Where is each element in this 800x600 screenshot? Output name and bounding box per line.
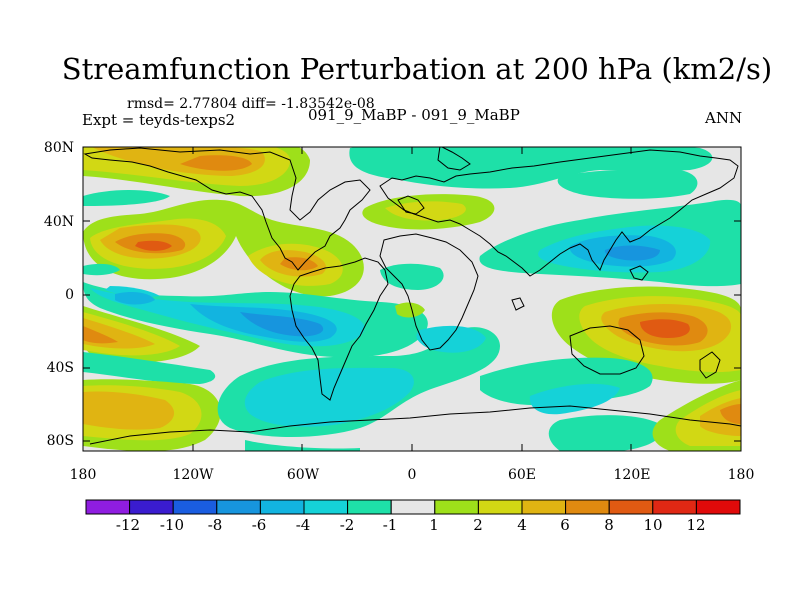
lon-label-60e: 60E — [507, 467, 537, 483]
colorbar-box-7 — [347, 499, 392, 515]
stats-line: rmsd= 2.77804 diff= -1.83542e-08 — [127, 96, 375, 112]
anomaly-south-atlantic-low — [217, 325, 500, 451]
colorbar-label-9: 2 — [473, 516, 483, 534]
colorbar-box-5 — [259, 499, 305, 515]
anomaly-southwest-pacific-high — [652, 380, 741, 451]
lat-label-eq: 0 — [65, 287, 74, 303]
experiment-label: Expt = teyds-texps2 — [82, 111, 236, 129]
colorbar-label-10: 4 — [517, 516, 527, 534]
colorbar-label-3: -8 — [207, 516, 223, 534]
season-label: ANN — [705, 109, 743, 127]
colorbar-label-6: -2 — [339, 516, 355, 534]
colorbar-box-14 — [652, 499, 697, 515]
lon-label-120w: 120W — [172, 467, 214, 483]
colorbar-box-9 — [434, 499, 479, 515]
lon-label-180e: 180 — [727, 467, 755, 483]
colorbar-box-10 — [477, 499, 523, 515]
colorbar-label-13: 10 — [643, 516, 663, 534]
colorbar-label-4: -6 — [251, 516, 267, 534]
colorbar-label-8: 1 — [429, 516, 439, 534]
colorbar-label-7: -1 — [382, 516, 398, 534]
colorbar-label-2: -10 — [159, 516, 185, 534]
colorbar-label-5: -4 — [295, 516, 311, 534]
colorbar-box-2 — [129, 499, 174, 515]
colorbar-box-13 — [608, 499, 654, 515]
lat-label-80n: 80N — [43, 140, 74, 156]
lon-ticks — [192, 147, 632, 451]
colorbar-label-14: 12 — [686, 516, 706, 534]
anomaly-asia-low — [479, 169, 741, 287]
colorbar-label-11: 6 — [560, 516, 570, 534]
colorbar-box-11 — [521, 499, 567, 515]
colorbar-box-4 — [216, 499, 261, 515]
plot-title: Streamfunction Perturbation at 200 hPa (… — [61, 52, 773, 86]
anomaly-tropical-low-spot — [115, 292, 155, 305]
colorbar-box-12 — [565, 499, 610, 515]
anomaly-north-america — [83, 199, 364, 297]
contour-field — [83, 147, 741, 451]
colorbar-label-12: 8 — [604, 516, 614, 534]
lon-label-0: 0 — [407, 467, 417, 483]
continent-outlines — [83, 147, 741, 445]
lon-label-120e: 120E — [613, 467, 651, 483]
colorbar-box-15 — [695, 499, 741, 515]
anomaly-north-atlantic — [349, 147, 713, 290]
lon-label-60w: 60W — [286, 467, 320, 483]
anomaly-south-pacific-band — [83, 352, 221, 451]
anomaly-south-pacific-high — [83, 306, 200, 363]
anomaly-subpolar-pacific — [83, 190, 170, 206]
colorbar-box-3 — [172, 499, 218, 515]
color-bar — [85, 499, 741, 515]
anomaly-north-pacific — [83, 147, 310, 197]
lat-label-40s: 40S — [46, 360, 74, 376]
colorbar-box-8 — [390, 499, 436, 515]
anomaly-tropical-pacific — [83, 263, 120, 276]
case-label: 091_9_MaBP - 091_9_MaBP — [308, 106, 520, 124]
lon-label-180w: 180 — [69, 467, 97, 483]
lat-label-80s: 80S — [46, 433, 74, 449]
colorbar-box-6 — [303, 499, 349, 515]
lat-ticks — [83, 146, 741, 442]
colorbar-box-1 — [85, 499, 131, 515]
lat-label-40n: 40N — [43, 214, 74, 230]
colorbar-label-1: -12 — [115, 516, 141, 534]
